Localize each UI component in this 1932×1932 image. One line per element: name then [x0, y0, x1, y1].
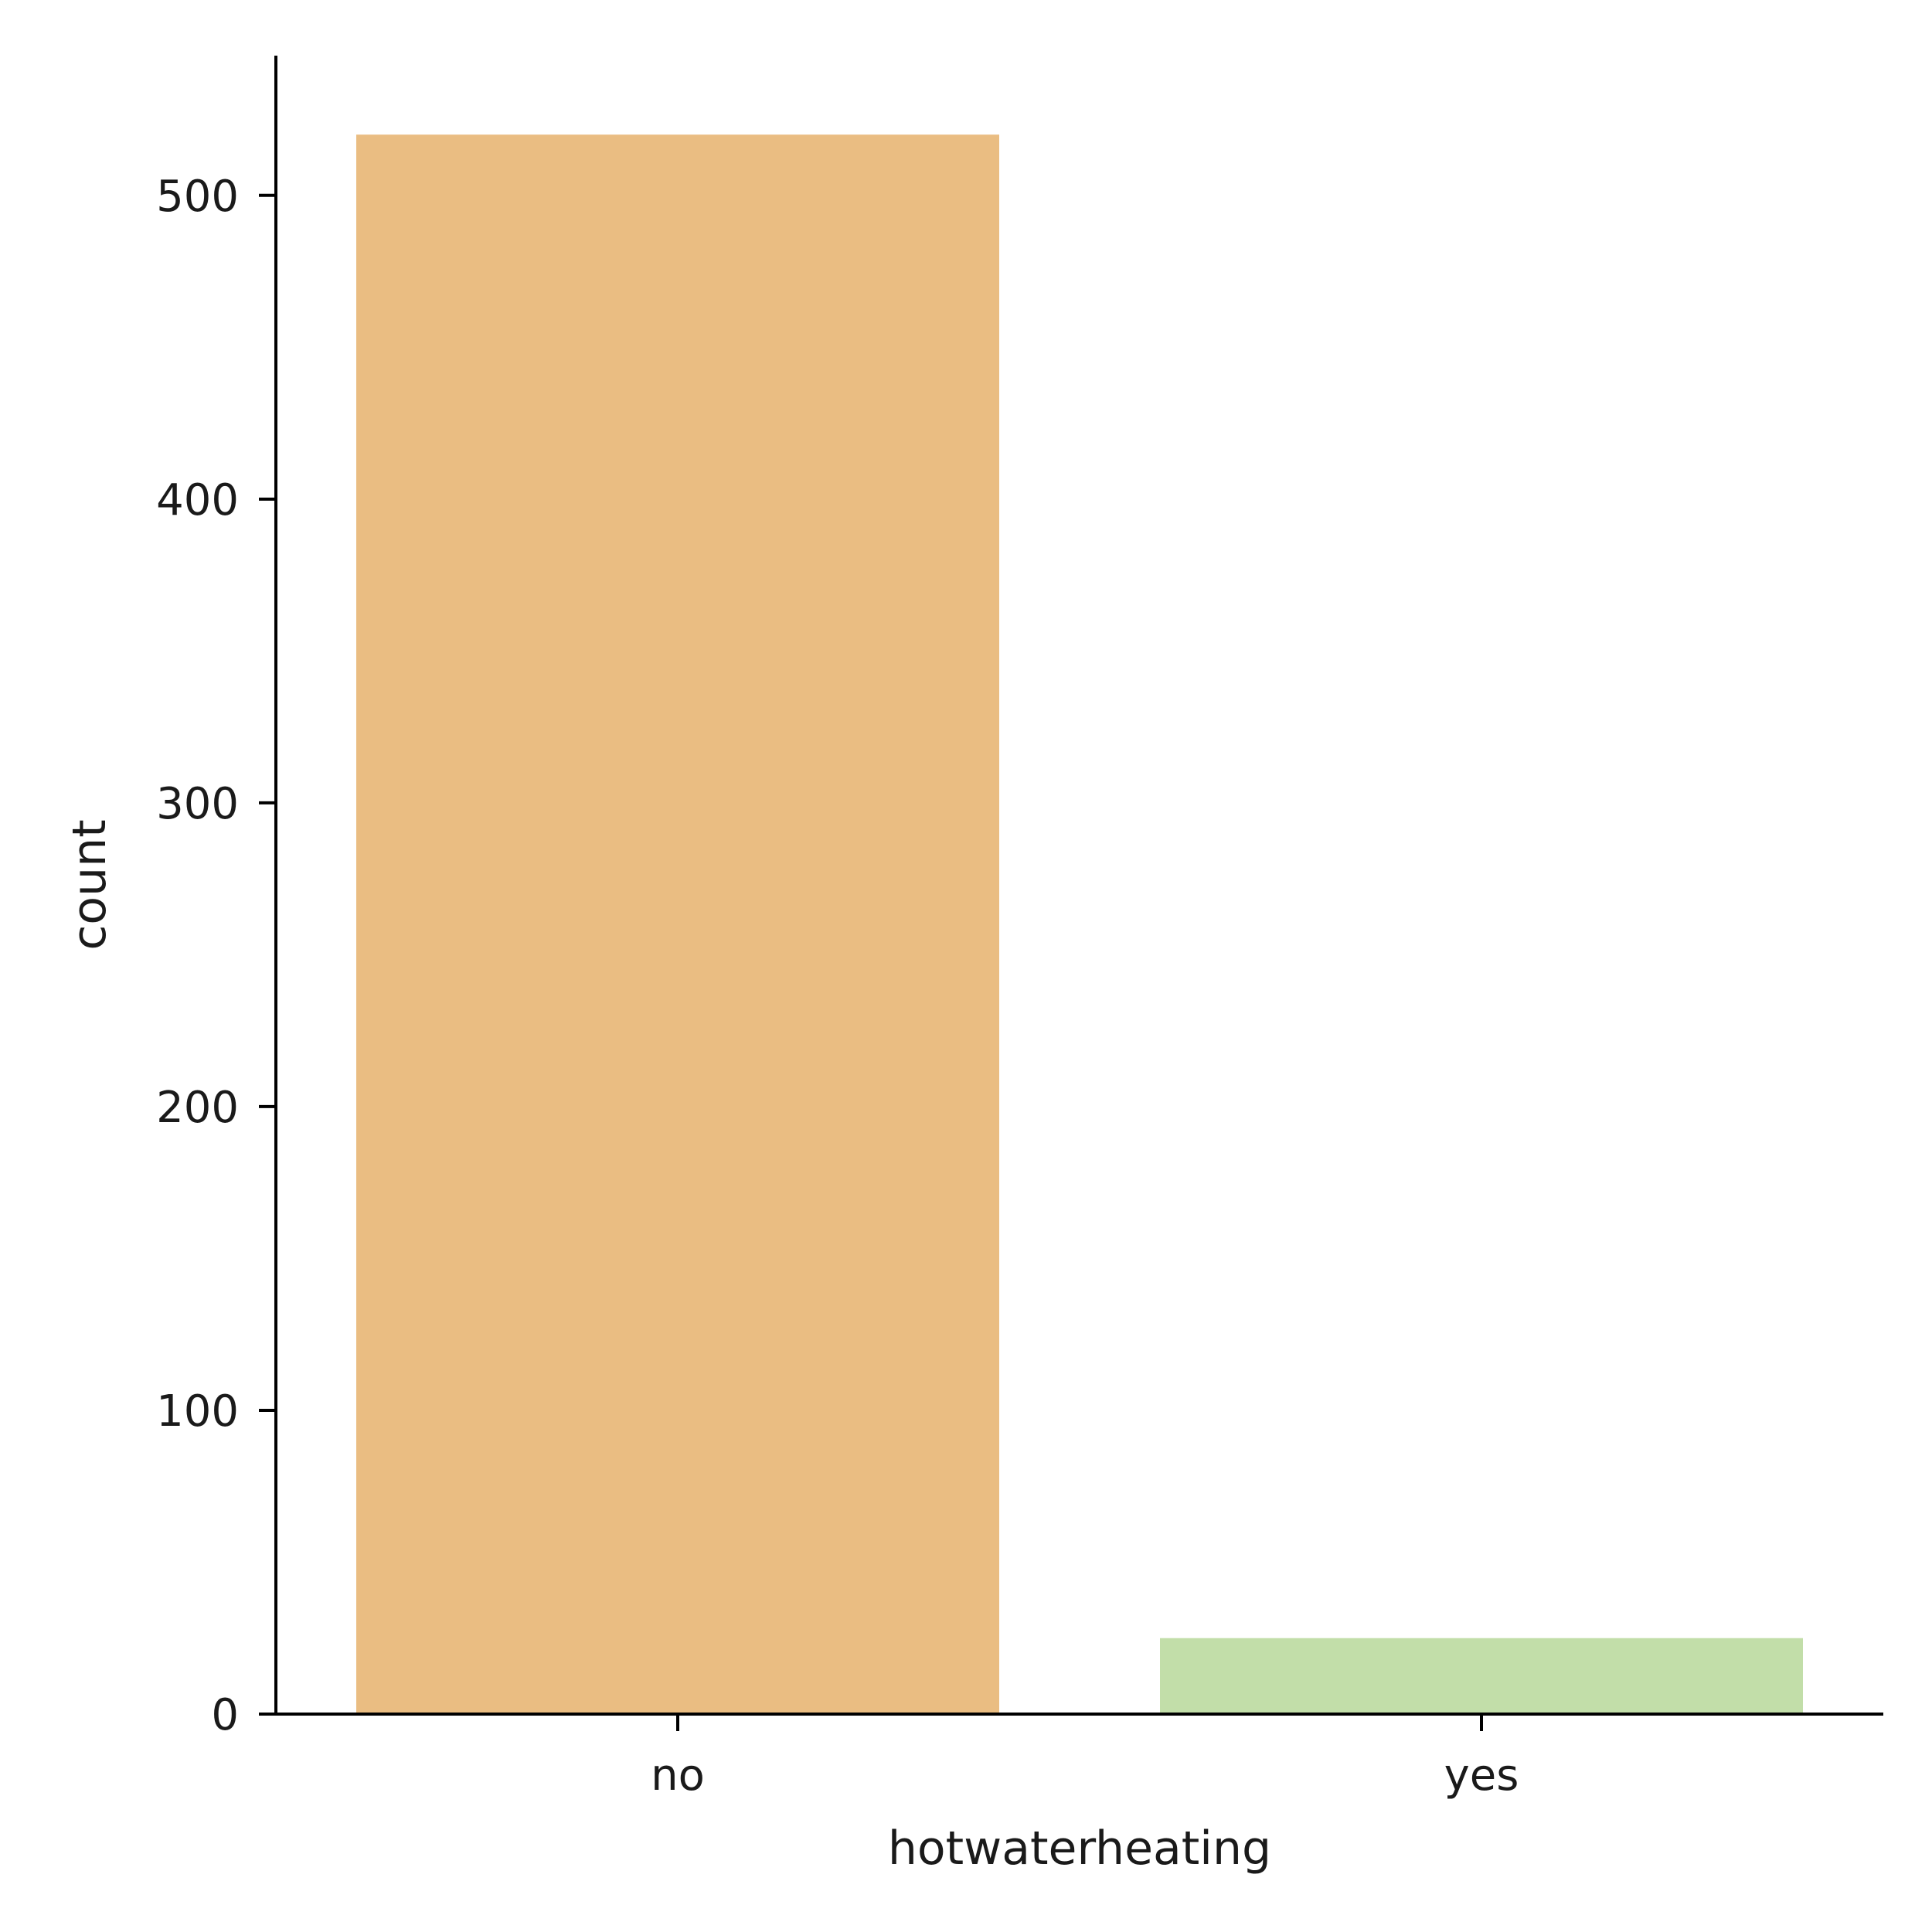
- y-tick-label: 0: [211, 1690, 239, 1740]
- x-tick-label-yes: yes: [1444, 1750, 1519, 1801]
- bar-no: [356, 134, 999, 1715]
- y-tick-label: 200: [156, 1083, 239, 1133]
- bar-yes: [1160, 1638, 1803, 1714]
- y-axis-label: count: [63, 819, 117, 950]
- y-tick-label: 500: [156, 172, 239, 222]
- x-axis: no yes: [276, 1713, 1883, 1801]
- y-tick-label: 100: [156, 1386, 239, 1437]
- y-tick-label: 300: [156, 779, 239, 829]
- bars-group: [356, 134, 1803, 1715]
- x-tick-label-no: no: [651, 1750, 705, 1801]
- x-axis-label: hotwaterheating: [888, 1821, 1271, 1876]
- y-tick-label: 400: [156, 475, 239, 526]
- y-axis: 0 100 200 300 400 500: [156, 56, 277, 1740]
